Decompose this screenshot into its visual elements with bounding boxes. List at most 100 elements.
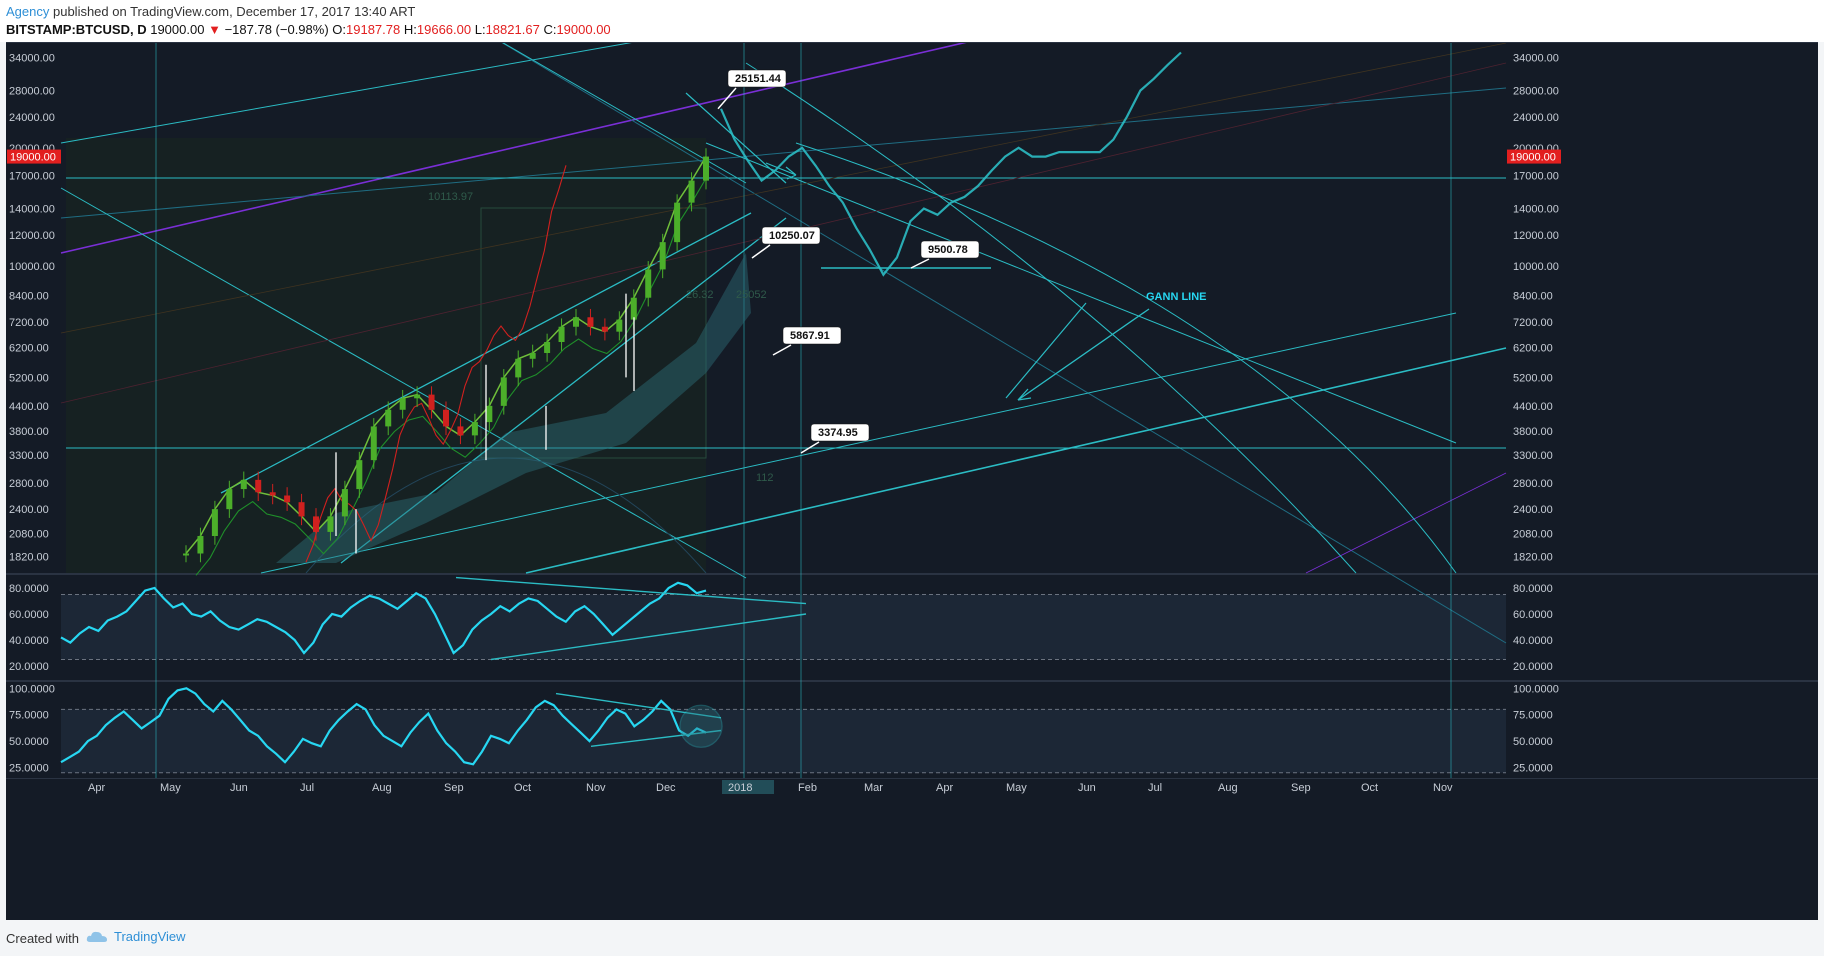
author-link[interactable]: Agency [6, 4, 50, 19]
note-pointer [910, 258, 930, 269]
note-box [782, 326, 842, 345]
footer: Created with TradingView [0, 920, 1824, 956]
x-tick-label: Apr [88, 782, 105, 794]
tradingview-link[interactable]: TradingView [86, 929, 186, 944]
candle-body [399, 398, 406, 410]
price-tick-right: 28000.00 [1513, 85, 1559, 97]
candle-body [573, 317, 579, 327]
price-tag-left [7, 149, 61, 164]
candle-body [211, 509, 218, 537]
stoch-tick-left: 25.0000 [9, 762, 49, 774]
faint-chart-label: 112 [756, 472, 774, 484]
stoch-divider [6, 680, 1818, 682]
created-with-text: Created with [6, 931, 79, 946]
publish-info: Agency published on TradingView.com, Dec… [6, 4, 415, 19]
price-tick-left: 4400.00 [9, 401, 49, 413]
candle-body [471, 422, 478, 436]
price-tick-right: 8400.00 [1513, 291, 1553, 303]
x-tick-label: Nov [586, 782, 606, 794]
candle-body [529, 353, 536, 359]
symbol-info: BITSTAMP:BTCUSD, D 19000.00 ▼ −187.78 (−… [6, 22, 611, 37]
candle-body [298, 502, 305, 517]
price-tick-left: 24000.00 [9, 112, 55, 124]
rsi-tick-right: 60.0000 [1513, 609, 1553, 621]
stoch-tick-left: 75.0000 [9, 710, 49, 722]
price-tag-right-text: 19000.00 [1510, 152, 1556, 164]
tradingview-cloud-icon [86, 931, 107, 942]
price-tick-right: 24000.00 [1513, 112, 1559, 124]
candle-body [313, 516, 319, 532]
candle-body [443, 409, 449, 427]
rsi-divider [6, 573, 1818, 575]
rsi-tick-left: 80.0000 [9, 583, 49, 595]
gann-arc [305, 457, 707, 574]
tradingview-brand-label: TradingView [114, 929, 186, 944]
published-text: published on TradingView.com, December 1… [49, 4, 416, 19]
price-tick-left: 3300.00 [9, 450, 49, 462]
chart-header: Agency published on TradingView.com, Dec… [0, 0, 1824, 42]
candle-body [630, 297, 637, 320]
last-price: 19000.00 [150, 22, 205, 37]
price-tick-right: 5200.00 [1513, 372, 1553, 384]
note-label: 5867.91 [790, 330, 830, 342]
trend-arrow [765, 162, 797, 180]
trend-line [1005, 302, 1087, 399]
high-value: 19666.00 [416, 22, 472, 37]
x-tick-label: Oct [514, 782, 531, 794]
stoch-trend-line [555, 692, 722, 719]
candle-body [356, 460, 363, 490]
chart-canvas[interactable]: 34000.00 34000.00 28000.00 28000.00 24000.00… [6, 42, 1818, 920]
trend-line [501, 43, 1507, 644]
trend-line [525, 347, 1507, 574]
gann-arrow [1017, 308, 1150, 401]
candle-body [645, 269, 652, 298]
stoch-tick-right: 75.0000 [1513, 710, 1553, 722]
stoch-series [60, 687, 707, 766]
x-tick-label: Sep [1291, 782, 1311, 794]
rsi-trend-line [455, 576, 807, 605]
x-tick-label: Feb [798, 782, 817, 794]
price-tick-left: 3800.00 [9, 426, 49, 438]
tenkan-line [305, 165, 567, 563]
price-tick-right: 2400.00 [1513, 504, 1553, 516]
close-value: 19000.00 [556, 22, 611, 37]
high-label: H: [403, 22, 417, 37]
candle-body [500, 377, 507, 406]
note-label: 9500.78 [928, 244, 968, 256]
candle-body [226, 489, 233, 510]
price-tick-right: 1820.00 [1513, 551, 1553, 563]
stoch-highlight-circle [679, 704, 723, 748]
candle-body [587, 317, 594, 327]
fib-box-inner [480, 207, 707, 459]
rsi-tick-right: 80.0000 [1513, 583, 1553, 595]
price-tick-left: 2080.00 [9, 529, 49, 541]
chart-svg[interactable]: 34000.00 34000.00 28000.00 28000.00 24000.00… [6, 43, 1818, 920]
candle-body [544, 342, 551, 354]
candle-body [183, 553, 189, 556]
price-tick-left: 28000.00 [9, 85, 55, 97]
price-tick-left: 12000.00 [9, 230, 55, 242]
candle-body [616, 319, 623, 332]
candle-body [674, 202, 681, 243]
price-tick-right: 10000.00 [1513, 261, 1559, 273]
change-arrow-icon: ▼ [208, 22, 221, 37]
rsi-series [60, 581, 707, 655]
price-tick-left: 14000.00 [9, 204, 55, 216]
rsi-tick-right: 40.0000 [1513, 635, 1553, 647]
stoch-tick-right: 50.0000 [1513, 736, 1553, 748]
low-label: L: [474, 22, 486, 37]
ichimoku-cloud [276, 253, 751, 563]
trend-line [1305, 472, 1507, 574]
price-tick-left: 2400.00 [9, 504, 49, 516]
x-tick-label: Apr [936, 782, 953, 794]
price-tick-left: 1820.00 [9, 551, 49, 563]
open-label: O: [332, 22, 347, 37]
candle-body [414, 394, 421, 399]
price-tick-right: 3800.00 [1513, 426, 1553, 438]
note-pointer [772, 344, 792, 356]
kijun-line [195, 178, 707, 576]
x-tick-label: 2018 [728, 782, 752, 794]
price-tick-right: 17000.00 [1513, 171, 1559, 183]
rsi-tick-left: 20.0000 [9, 661, 49, 673]
date-highlight [722, 780, 774, 794]
